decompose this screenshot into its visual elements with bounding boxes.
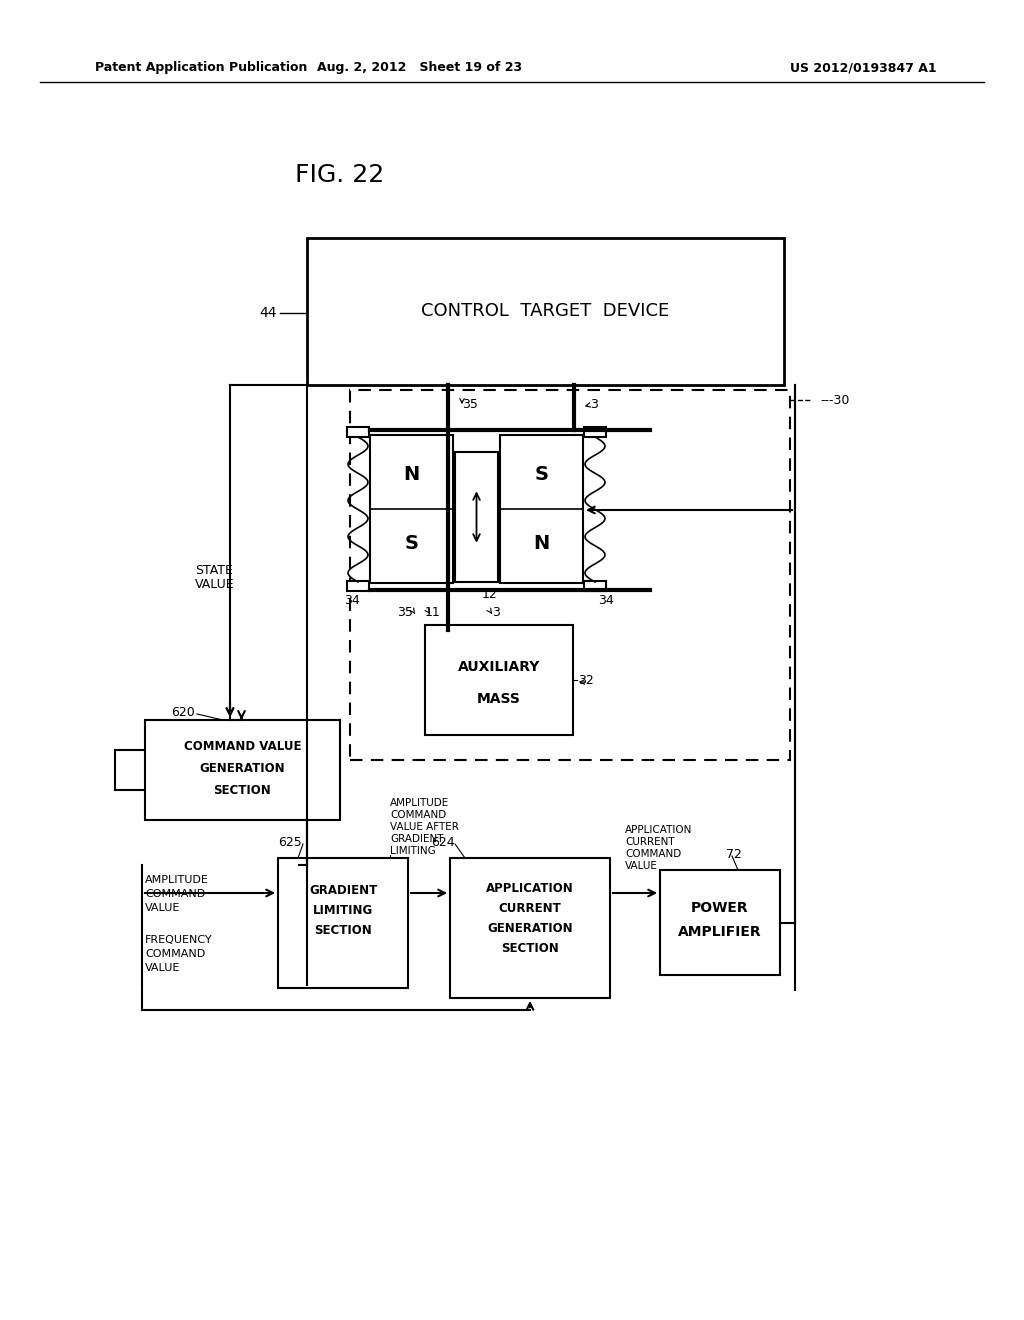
Bar [370,436,453,583]
Text: LIMITING: LIMITING [313,903,373,916]
Text: S: S [404,533,419,553]
Text: COMMAND: COMMAND [625,849,681,859]
Text: 12: 12 [481,587,498,601]
Text: 32: 32 [578,673,594,686]
Text: AUXILIARY: AUXILIARY [458,660,541,673]
Text: LIMITING: LIMITING [390,846,436,855]
Text: SECTION: SECTION [314,924,372,936]
Text: AMPLITUDE: AMPLITUDE [145,875,209,884]
Bar [347,426,369,437]
Bar [350,389,790,760]
Text: AMPLITUDE: AMPLITUDE [390,799,450,808]
Text: GRADIENT: GRADIENT [309,883,377,896]
Bar [145,719,340,820]
Text: CURRENT: CURRENT [625,837,675,847]
Text: MASS: MASS [477,692,521,706]
Bar [278,858,408,987]
Text: APPLICATION: APPLICATION [486,882,573,895]
Text: 625: 625 [279,836,302,849]
Text: FIG. 22: FIG. 22 [295,162,385,187]
Text: Aug. 2, 2012   Sheet 19 of 23: Aug. 2, 2012 Sheet 19 of 23 [317,62,522,74]
Text: VALUE: VALUE [145,964,180,973]
Bar [660,870,780,975]
Text: 72: 72 [726,847,741,861]
Text: COMMAND: COMMAND [145,888,205,899]
Text: COMMAND: COMMAND [145,949,205,960]
Text: 35: 35 [397,606,413,619]
Text: 11: 11 [425,606,440,619]
Text: COMMAND VALUE: COMMAND VALUE [183,739,301,752]
Text: 3: 3 [590,399,598,412]
Text: CONTROL  TARGET  DEVICE: CONTROL TARGET DEVICE [421,302,670,321]
Bar [455,451,498,582]
Text: US 2012/0193847 A1: US 2012/0193847 A1 [790,62,937,74]
Text: COMMAND: COMMAND [390,810,446,820]
Bar [347,581,369,591]
Bar [425,624,573,735]
Text: VALUE: VALUE [625,861,657,871]
Text: ---30: ---30 [820,393,849,407]
Text: 34: 34 [344,594,360,606]
Text: 3: 3 [492,606,500,619]
Text: POWER: POWER [691,902,749,915]
Text: 620: 620 [171,705,195,718]
Text: GRADIENT: GRADIENT [390,834,443,843]
Text: VALUE: VALUE [195,578,234,590]
Text: CURRENT: CURRENT [499,902,561,915]
Text: GENERATION: GENERATION [487,921,572,935]
Text: FREQUENCY: FREQUENCY [145,935,213,945]
Bar [584,426,606,437]
Text: S: S [535,466,549,484]
Text: 624: 624 [431,836,455,849]
Text: 34: 34 [598,594,613,606]
Text: APPLICATION: APPLICATION [625,825,692,836]
Text: SECTION: SECTION [214,784,271,796]
Bar [500,436,583,583]
Text: STATE: STATE [195,564,232,577]
Text: VALUE AFTER: VALUE AFTER [390,822,459,832]
Bar [450,858,610,998]
Bar [584,581,606,591]
Text: N: N [534,533,550,553]
Bar [307,238,784,385]
Text: SECTION: SECTION [501,941,559,954]
Text: 44: 44 [259,306,278,319]
Text: GENERATION: GENERATION [200,762,286,775]
Text: 35: 35 [462,399,478,412]
Text: VALUE: VALUE [145,903,180,913]
Text: N: N [403,466,420,484]
Text: AMPLIFIER: AMPLIFIER [678,925,762,939]
Text: Patent Application Publication: Patent Application Publication [95,62,307,74]
